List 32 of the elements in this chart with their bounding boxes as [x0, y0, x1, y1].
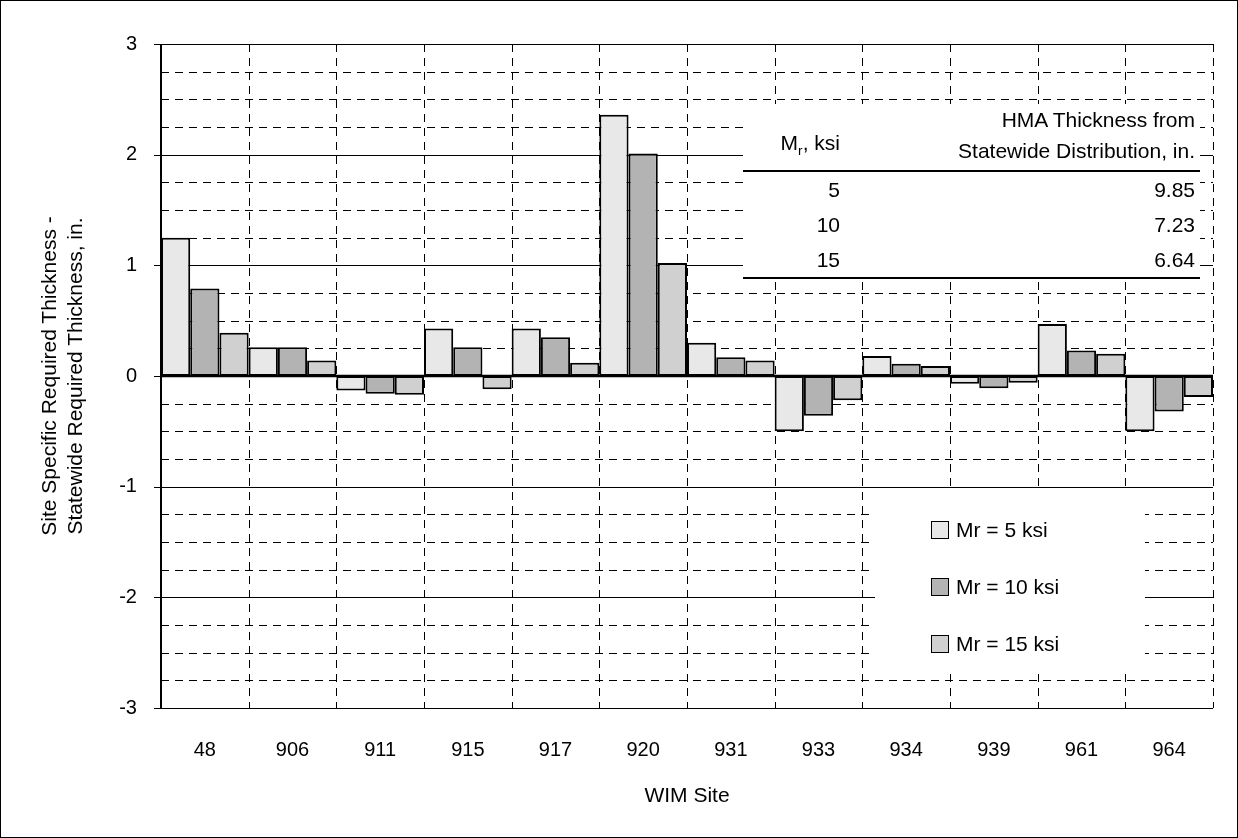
- annotation: 10: [815, 212, 841, 238]
- x-tick-label: 911: [364, 737, 397, 760]
- annotation: 9.85: [1153, 177, 1196, 203]
- y-tick-label: 2: [125, 142, 137, 165]
- x-tick-label: 931: [714, 737, 748, 760]
- y-tick-label: 0: [125, 363, 137, 386]
- x-tick-label: 961: [1064, 737, 1099, 760]
- x-tick-label: 48: [193, 737, 216, 760]
- legend-label: Mr = 10 ksi: [956, 574, 1060, 599]
- legend-label: Mr = 15 ksi: [956, 631, 1060, 656]
- y-tick-label: -1: [119, 474, 137, 497]
- annotation: HMA Thickness from Statewide Distribution, in.: [957, 107, 1195, 164]
- annotation: 5: [827, 177, 841, 203]
- x-tick-label: 917: [538, 737, 573, 760]
- annotation: M$_{r}$, ksi: [780, 129, 840, 160]
- x-tick-label: 964: [1152, 737, 1186, 760]
- y-axis-title: Site Specific Required Thickness - Statewide Required Thickness, in.: [37, 216, 86, 536]
- y-tick-label: 1: [125, 252, 137, 275]
- y-tick-label: -2: [119, 584, 137, 607]
- y-tick-label: 3: [125, 31, 137, 54]
- x-axis-title: WIM Site: [644, 783, 730, 807]
- annotation: 6.64: [845, 242, 1200, 278]
- x-tick-label: 920: [626, 737, 660, 760]
- x-tick-label: 915: [451, 737, 485, 760]
- x-tick-label: 933: [801, 737, 836, 760]
- x-tick-label: 939: [977, 737, 1011, 760]
- annotation: 7.23: [1153, 212, 1196, 238]
- y-tick-label: -3: [119, 695, 137, 718]
- legend-label: Mr = 5 ksi: [956, 517, 1048, 542]
- annotation: 15: [743, 242, 845, 278]
- x-tick-label: 934: [889, 737, 923, 760]
- x-tick-label: 906: [275, 737, 310, 760]
